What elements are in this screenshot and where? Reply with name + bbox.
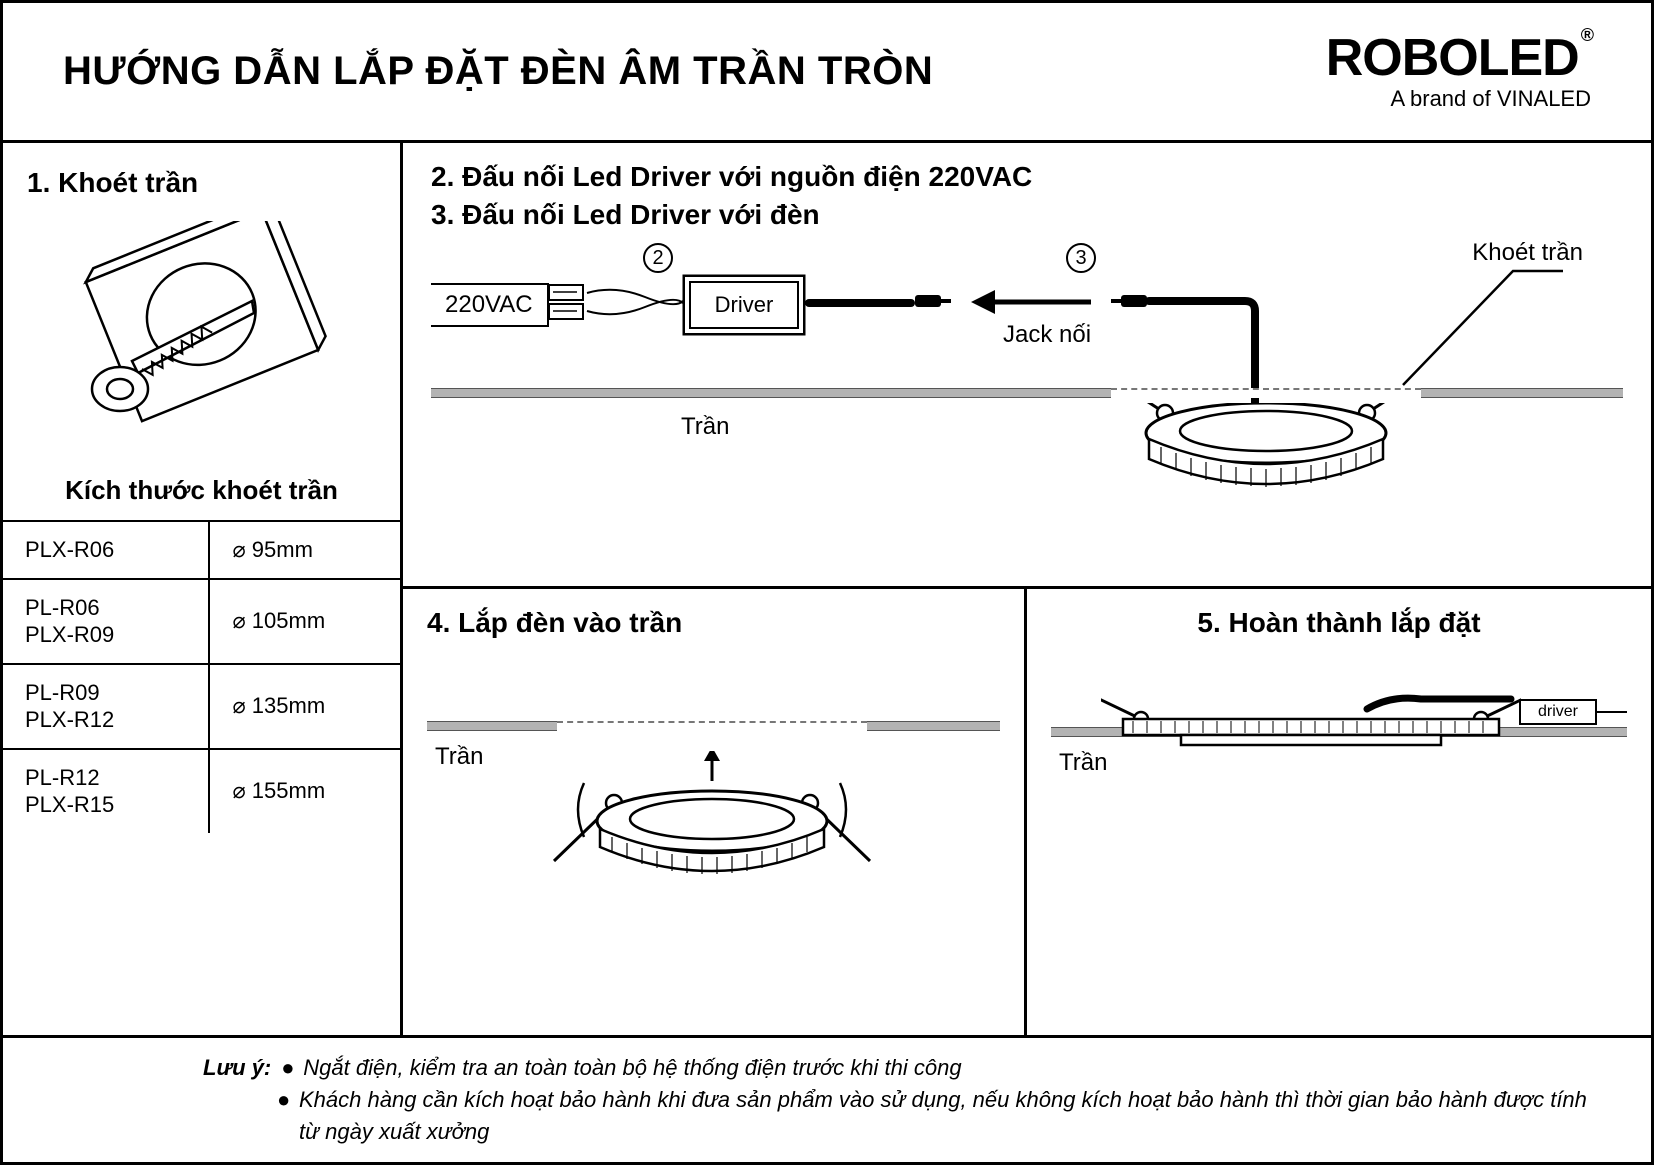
- vac-source: 220VAC: [431, 283, 549, 327]
- cutting-illustration: [3, 211, 400, 467]
- bullet-icon: ●: [277, 1084, 299, 1148]
- plug-male: [915, 295, 941, 307]
- step1-title: 1. Khoét trần: [3, 167, 400, 199]
- brand-logo: ROBOLED®: [1326, 32, 1591, 84]
- saw-panel-svg: [72, 221, 332, 451]
- lamp-fixture: [1131, 403, 1401, 548]
- brand-block: ROBOLED® A brand of VINALED: [1326, 32, 1591, 112]
- registered-mark: ®: [1581, 25, 1593, 45]
- ac-wires: [585, 287, 685, 323]
- step2-title: 2. Đấu nối Led Driver với nguồn điện 220…: [431, 161, 1623, 193]
- step23-panel: 2. Đấu nối Led Driver với nguồn điện 220…: [403, 143, 1651, 589]
- table-row: PL-R06PLX-R09 ⌀ 105mm: [3, 579, 400, 664]
- plug-female: [1121, 295, 1147, 307]
- table-row: PL-R09PLX-R12 ⌀ 135mm: [3, 664, 400, 749]
- step5-panel: 5. Hoàn thành lắp đặt driver: [1027, 589, 1651, 1035]
- ceiling-label: Trần: [1059, 749, 1107, 777]
- table-row: PL-R12PLX-R15 ⌀ 155mm: [3, 749, 400, 833]
- insert-motion-svg: [542, 751, 882, 931]
- final-wire: [1361, 687, 1591, 717]
- note-text: Khách hàng cần kích hoạt bảo hành khi đư…: [299, 1084, 1591, 1148]
- driver-box: Driver: [689, 281, 799, 329]
- insert-diagram: Trần: [427, 651, 1000, 931]
- brand-name: ROBOLED: [1326, 29, 1579, 87]
- ac-wire-out: [1597, 711, 1627, 713]
- step-marker-3: 3: [1066, 243, 1096, 273]
- table-row: PLX-R06 ⌀ 95mm: [3, 521, 400, 579]
- note-text: Ngắt điện, kiểm tra an toàn toàn bộ hệ t…: [303, 1052, 961, 1084]
- step5-title: 5. Hoàn thành lắp đặt: [1051, 607, 1627, 639]
- step4-title: 4. Lắp đèn vào trần: [427, 607, 1000, 639]
- complete-diagram: driver: [1051, 651, 1627, 931]
- downlight-svg: [1131, 403, 1401, 543]
- ceiling-line: [431, 388, 1623, 398]
- lamp-flush: [1121, 717, 1501, 757]
- step3-title: 3. Đấu nối Led Driver với đèn: [431, 199, 1623, 231]
- header: HƯỚNG DẪN LẮP ĐẶT ĐÈN ÂM TRẦN TRÒN ROBOL…: [3, 3, 1651, 143]
- jack-arrow: [971, 285, 1101, 319]
- instruction-sheet: HƯỚNG DẪN LẮP ĐẶT ĐÈN ÂM TRẦN TRÒN ROBOL…: [0, 0, 1654, 1165]
- step4-panel: 4. Lắp đèn vào trần Trần: [403, 589, 1027, 1035]
- table-subtitle: Kích thước khoét trần: [3, 467, 400, 520]
- note-label: Lưu ý:: [203, 1052, 271, 1084]
- dc-wire-driver: [805, 299, 915, 307]
- jack-label: Jack nối: [1003, 321, 1091, 349]
- wiring-diagram: 2 3 Khoét trần 220VAC: [431, 243, 1623, 573]
- ceiling-cutout: [1111, 388, 1421, 398]
- step45-row: 4. Lắp đèn vào trần Trần: [403, 589, 1651, 1035]
- leader-line: [1363, 267, 1593, 397]
- ceiling-cutout: [557, 721, 867, 731]
- step-marker-2: 2: [643, 243, 673, 273]
- bullet-icon: ●: [281, 1052, 303, 1084]
- cutout-label: Khoét trần: [1472, 239, 1583, 267]
- page-title: HƯỚNG DẪN LẮP ĐẶT ĐÈN ÂM TRẦN TRÒN: [63, 49, 933, 94]
- footer-notes: Lưu ý: ● Ngắt điện, kiểm tra an toàn toà…: [3, 1038, 1651, 1162]
- step1-panel: 1. Khoét trần: [3, 143, 403, 1035]
- terminal-block-icon: [547, 283, 587, 323]
- note-line: Lưu ý: ● Ngắt điện, kiểm tra an toàn toà…: [203, 1052, 1591, 1084]
- brand-subtitle: A brand of VINALED: [1326, 86, 1591, 112]
- cutout-size-table: PLX-R06 ⌀ 95mm PL-R06PLX-R09 ⌀ 105mm PL-…: [3, 520, 400, 833]
- ceiling-label: Trần: [435, 743, 483, 771]
- body-grid: 1. Khoét trần: [3, 143, 1651, 1038]
- ceiling-label: Trần: [681, 413, 729, 441]
- note-line: ● Khách hàng cần kích hoạt bảo hành khi …: [203, 1084, 1591, 1148]
